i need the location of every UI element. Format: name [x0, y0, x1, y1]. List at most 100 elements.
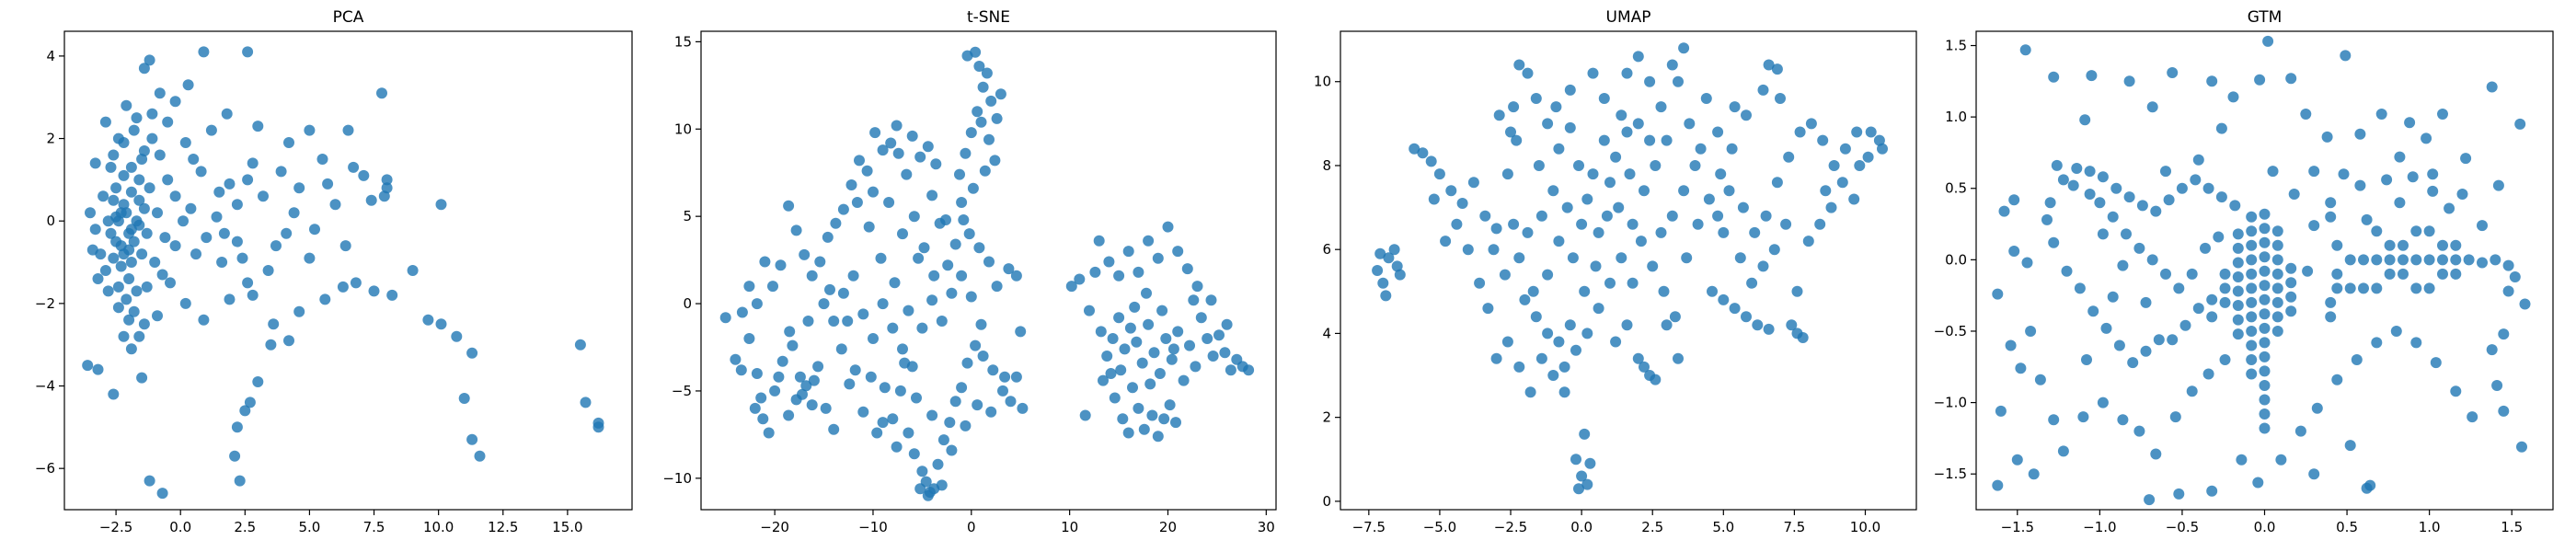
data-point — [110, 182, 122, 194]
data-point — [885, 137, 897, 149]
data-point — [808, 374, 820, 386]
data-point — [2025, 326, 2037, 337]
data-point — [2219, 282, 2231, 294]
data-point — [1490, 223, 1502, 235]
data-point — [828, 316, 840, 327]
data-point — [304, 252, 316, 264]
data-point — [179, 137, 191, 148]
data-point — [1394, 269, 1406, 281]
data-point — [1564, 84, 1576, 96]
data-point — [1729, 303, 1741, 315]
data-point — [2173, 488, 2185, 500]
data-point — [190, 248, 201, 260]
data-point — [98, 190, 109, 202]
data-point — [2410, 254, 2422, 266]
data-point — [949, 238, 961, 250]
data-point — [1828, 160, 1840, 171]
data-point — [2202, 182, 2214, 194]
data-point — [283, 335, 294, 347]
x-tick-label: −20 — [760, 519, 789, 535]
data-point — [1143, 318, 1155, 330]
data-point — [2271, 268, 2283, 280]
data-point — [2086, 70, 2098, 82]
data-point — [1848, 193, 1860, 205]
data-point — [991, 112, 1003, 124]
data-point — [1616, 252, 1627, 264]
data-point — [1763, 323, 1775, 335]
chart-title: GTM — [2248, 8, 2283, 27]
data-point — [252, 376, 264, 387]
data-point — [1152, 252, 1164, 264]
data-point — [1650, 374, 1662, 385]
data-point — [2344, 254, 2356, 266]
data-point — [242, 277, 254, 289]
data-point — [2371, 282, 2383, 294]
data-point — [2271, 311, 2283, 323]
data-point — [2123, 191, 2135, 203]
data-point — [2340, 50, 2352, 62]
x-tick-label: 10.0 — [423, 519, 454, 535]
data-point — [783, 409, 795, 421]
data-point — [2477, 220, 2488, 232]
data-point — [322, 178, 334, 190]
data-point — [1535, 352, 1547, 364]
data-point — [2450, 239, 2462, 251]
data-point — [1131, 336, 1143, 348]
data-point — [2271, 254, 2283, 266]
data-point — [2271, 282, 2283, 294]
data-point — [1684, 118, 1696, 130]
data-point — [121, 293, 132, 305]
data-point — [1576, 218, 1588, 230]
x-tick-label: 15.0 — [552, 519, 582, 535]
data-point — [1409, 143, 1420, 155]
data-point — [1655, 226, 1667, 238]
data-point — [2308, 468, 2320, 480]
data-point — [1558, 386, 1570, 398]
axes-frame — [63, 30, 633, 511]
data-point — [2398, 268, 2409, 280]
data-point — [922, 141, 934, 153]
data-point — [1802, 236, 1814, 247]
data-point — [2384, 239, 2396, 251]
data-point — [149, 257, 161, 268]
data-point — [2192, 154, 2204, 166]
points-3 — [1992, 35, 2531, 506]
data-point — [1712, 210, 1724, 222]
data-point — [1673, 75, 1684, 87]
data-point — [995, 88, 1006, 100]
data-point — [592, 421, 604, 433]
x-tick-label: −5.0 — [1423, 519, 1456, 535]
data-point — [365, 194, 377, 206]
data-point — [123, 273, 135, 284]
data-point — [763, 427, 775, 439]
data-point — [1508, 218, 1520, 230]
data-point — [960, 147, 972, 159]
data-point — [1703, 193, 1715, 205]
data-point — [2008, 194, 2020, 206]
data-point — [108, 252, 120, 264]
data-point — [231, 236, 243, 247]
data-point — [2502, 259, 2514, 271]
data-point — [1425, 155, 1437, 167]
data-point — [812, 361, 824, 373]
data-point — [2300, 109, 2312, 120]
data-point — [1624, 168, 1636, 180]
data-point — [89, 224, 101, 236]
data-point — [138, 145, 150, 156]
data-point — [797, 388, 808, 400]
data-point — [2008, 246, 2020, 257]
data-point — [818, 298, 830, 310]
data-point — [2371, 225, 2383, 237]
data-point — [775, 259, 787, 271]
x-tick-label: −0.5 — [2166, 519, 2199, 535]
data-point — [2107, 291, 2119, 303]
data-point — [794, 371, 806, 383]
data-point — [133, 194, 145, 206]
data-point — [2308, 220, 2320, 232]
data-point — [2206, 293, 2218, 305]
data-point — [2463, 254, 2475, 266]
data-point — [2044, 197, 2056, 209]
data-point — [221, 108, 233, 120]
data-point — [2285, 73, 2297, 85]
